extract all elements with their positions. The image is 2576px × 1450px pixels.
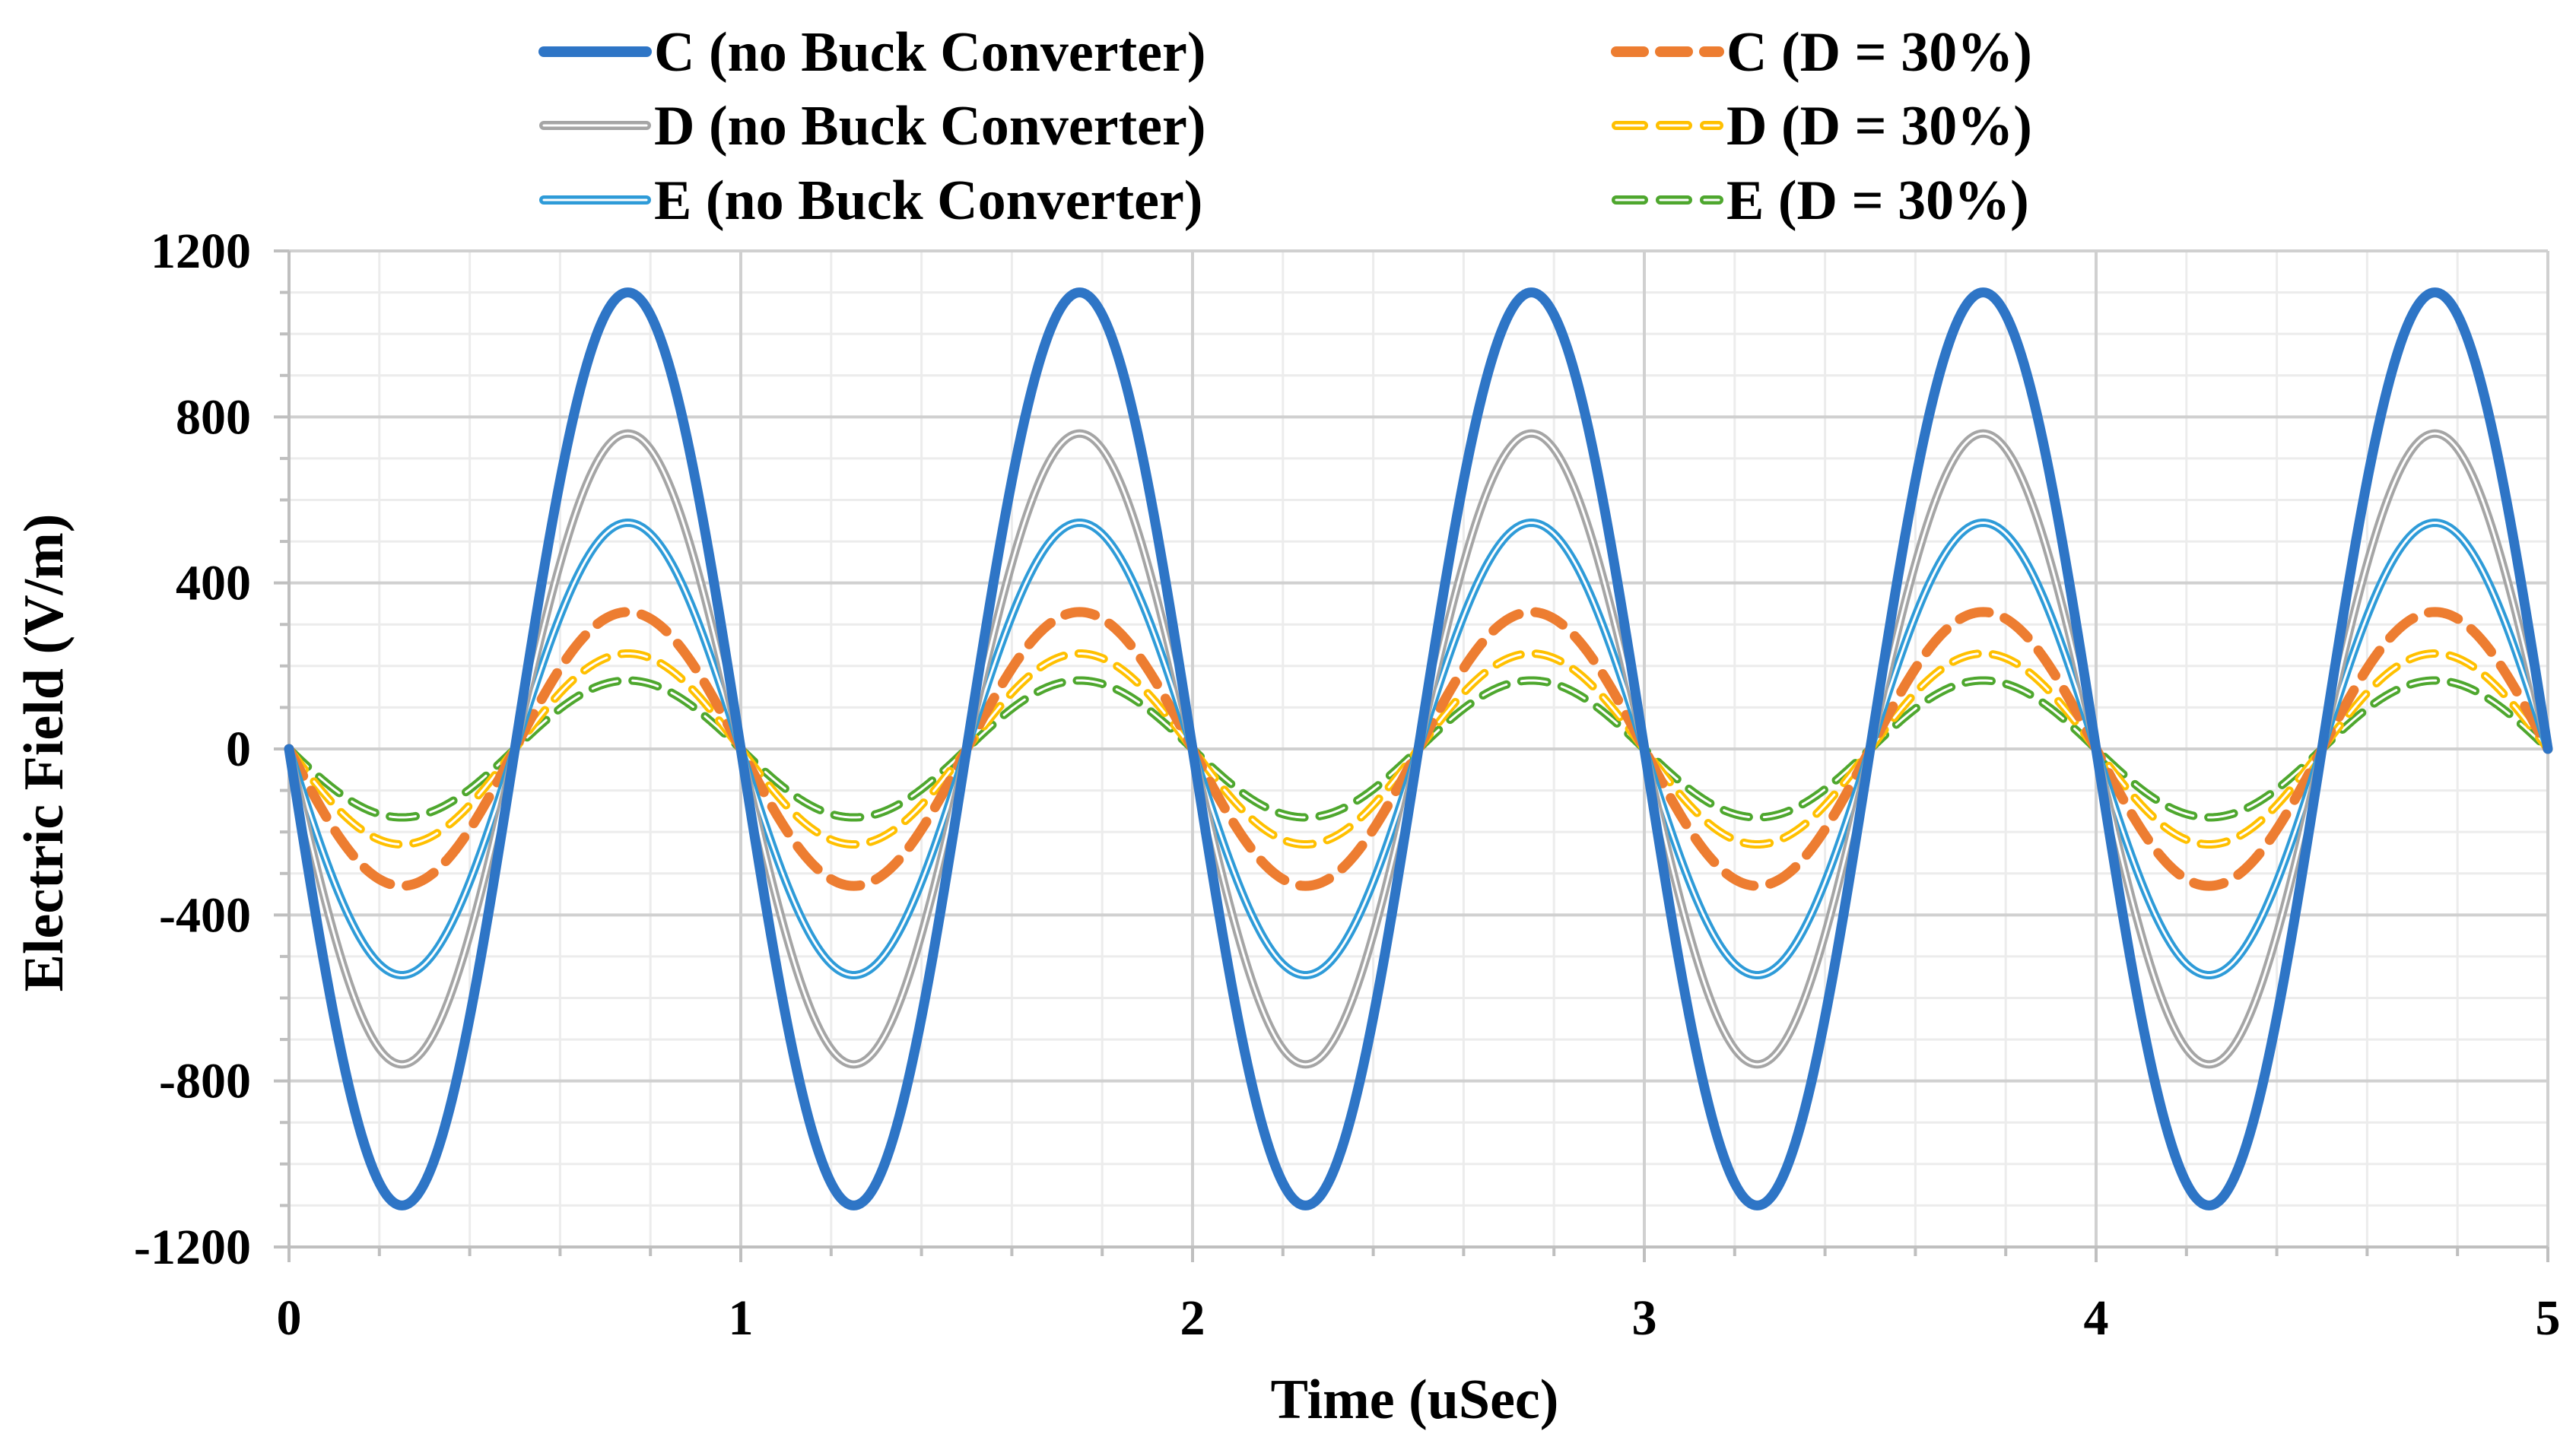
legend-label: D (no Buck Converter) — [654, 95, 1206, 157]
y-tick-label: 1200 — [151, 224, 251, 279]
x-tick-label: 5 — [2536, 1290, 2561, 1346]
y-axis-title: Electric Field (V/m) — [13, 514, 75, 992]
y-tick-labels: -1200 -800 -400 0 400 800 1200 — [134, 224, 251, 1275]
legend-label: E (no Buck Converter) — [654, 170, 1202, 232]
series-line-inner — [287, 679, 2549, 819]
series-c-no-buck-converter — [284, 287, 2553, 1210]
legend-item-d-d-30: D (D = 30%) — [1612, 95, 2032, 157]
legend-item-e-d-30: E (D = 30%) — [1612, 170, 2029, 232]
legend-label: C (no Buck Converter) — [654, 21, 1206, 84]
series-layer — [284, 287, 2553, 1210]
legend-item-c-d-30: C (D = 30%) — [1611, 21, 2032, 84]
x-tick-label: 3 — [1632, 1290, 1657, 1346]
legend-item-d-no-buck-converter: D (no Buck Converter) — [539, 95, 1206, 157]
x-tick-labels: 0 1 2 3 4 5 — [277, 1290, 2561, 1346]
x-tick-label: 4 — [2084, 1290, 2109, 1346]
legend-label: C (D = 30%) — [1726, 21, 2032, 84]
y-tick-label: -800 — [159, 1054, 251, 1109]
y-tick-label: -400 — [159, 887, 251, 943]
x-tick-label: 2 — [1180, 1290, 1205, 1346]
x-tick-label: 1 — [729, 1290, 754, 1346]
y-tick-label: 800 — [176, 389, 251, 445]
x-axis-title: Time (uSec) — [1271, 1369, 1559, 1431]
legend-label: E (D = 30%) — [1726, 170, 2029, 232]
y-tick-label: -1200 — [134, 1220, 251, 1275]
y-tick-label: 0 — [226, 722, 251, 777]
y-tick-label: 400 — [176, 556, 251, 611]
legend-label: D (D = 30%) — [1726, 95, 2032, 157]
legend-item-c-no-buck-converter: C (no Buck Converter) — [538, 21, 1206, 84]
legend: C (no Buck Converter) D (no Buck Converte… — [538, 21, 2032, 232]
legend-item-e-no-buck-converter: E (no Buck Converter) — [539, 170, 1202, 232]
series-line — [284, 287, 2553, 1210]
x-tick-label: 0 — [277, 1290, 302, 1346]
